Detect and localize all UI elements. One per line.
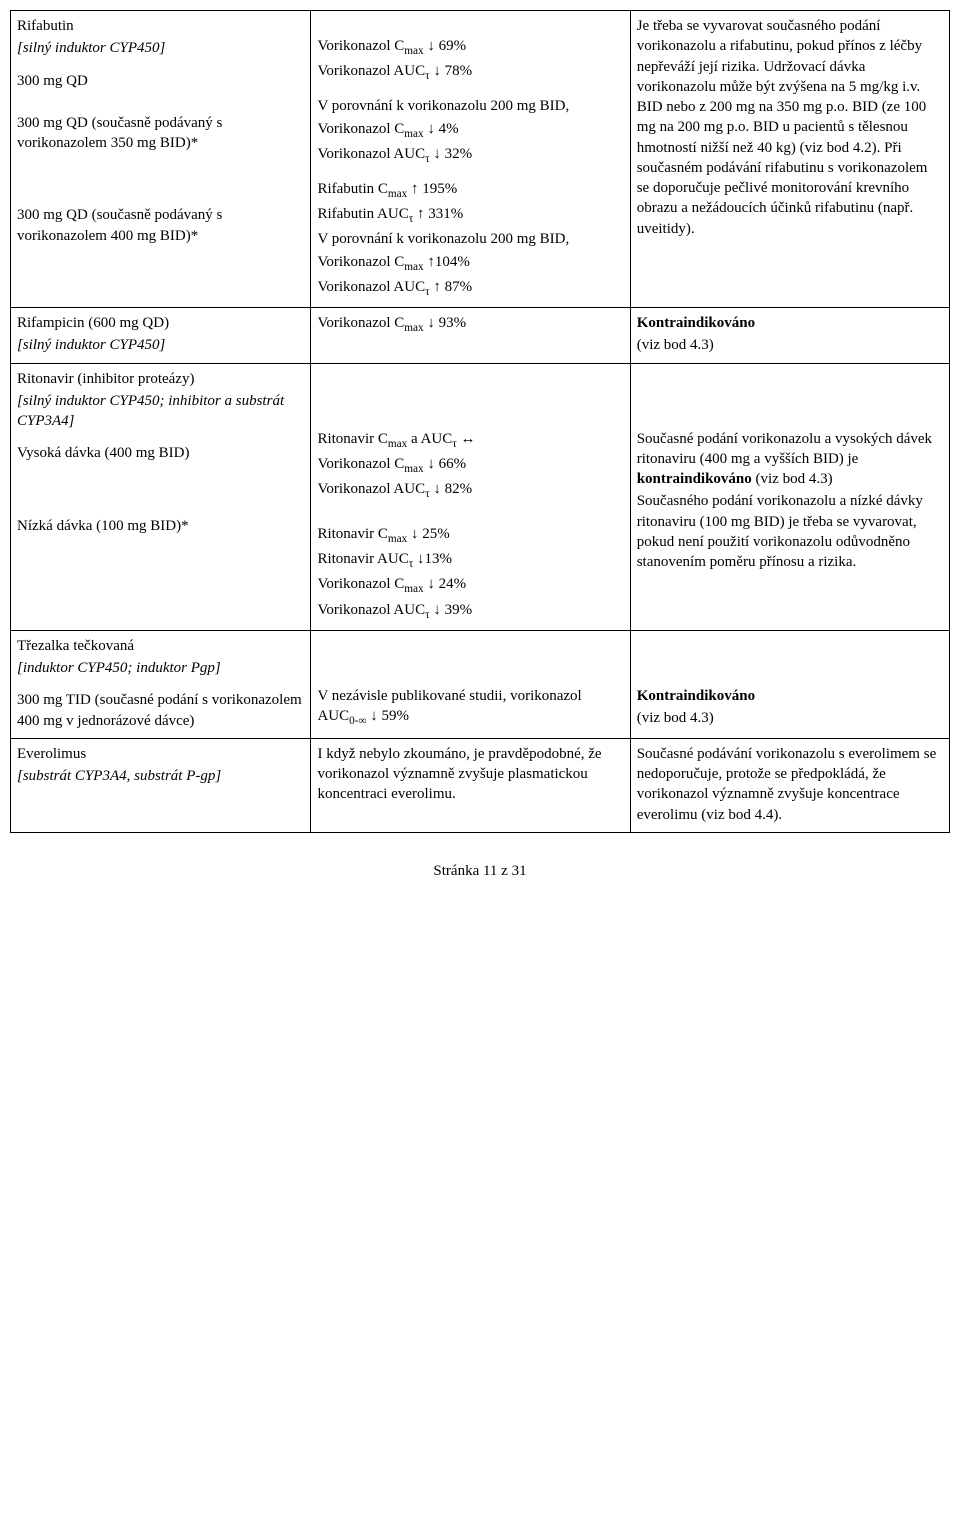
text: Rifabutin AUCτ ↑ 331% (317, 204, 623, 227)
text: Everolimus (17, 744, 304, 764)
text: Vorikonazol Cmax ↓ 66% (317, 454, 623, 477)
text: [substrát CYP3A4, substrát P-gp] (17, 766, 304, 786)
cell-drug: Ritonavir (inhibitor proteázy) [silný in… (11, 363, 311, 630)
table-row: Třezalka tečkovaná [induktor CYP450; ind… (11, 630, 950, 738)
cell-effect: I když nebylo zkoumáno, je pravděpodobné… (311, 738, 630, 832)
cell-effect: V nezávisle publikované studii, vorikona… (311, 630, 630, 738)
cell-effect: Ritonavir Cmax a AUCτ ↔ Vorikonazol Cmax… (311, 363, 630, 630)
table-row: Rifabutin [silný induktor CYP450] 300 mg… (11, 11, 950, 308)
text: Ritonavir Cmax a AUCτ ↔ (317, 429, 623, 452)
text: Vorikonazol AUCτ ↓ 78% (317, 61, 623, 84)
table-row: Everolimus [substrát CYP3A4, substrát P-… (11, 738, 950, 832)
cell-recommendation: Kontraindikováno (viz bod 4.3) (630, 630, 949, 738)
cell-recommendation: Současné podávání vorikonazolu s everoli… (630, 738, 949, 832)
cell-drug: Rifabutin [silný induktor CYP450] 300 mg… (11, 11, 311, 308)
text: [silný induktor CYP450] (17, 335, 304, 355)
text: Rifabutin (17, 16, 304, 36)
text: Ritonavir Cmax ↓ 25% (317, 524, 623, 547)
text: Kontraindikováno (637, 686, 943, 706)
text: Vorikonazol Cmax ↓ 24% (317, 574, 623, 597)
text: I když nebylo zkoumáno, je pravděpodobné… (317, 744, 623, 805)
text: 300 mg QD (17, 71, 304, 91)
page-footer: Stránka 11 z 31 (10, 863, 950, 880)
text: Vorikonazol AUCτ ↓ 39% (317, 600, 623, 623)
text: V porovnání k vorikonazolu 200 mg BID, (317, 96, 623, 116)
text: Rifabutin Cmax ↑ 195% (317, 179, 623, 202)
text: Rifampicin (600 mg QD) (17, 313, 304, 333)
text: (viz bod 4.3) (637, 335, 943, 355)
text: 300 mg TID (současné podání s vorikonazo… (17, 690, 304, 731)
cell-recommendation: Je třeba se vyvarovat současného podání … (630, 11, 949, 308)
text: Vorikonazol Cmax ↓ 69% (317, 36, 623, 59)
text: [silný induktor CYP450; inhibitor a subs… (17, 391, 304, 432)
cell-drug: Rifampicin (600 mg QD) [silný induktor C… (11, 308, 311, 364)
text: V nezávisle publikované studii, vorikona… (317, 686, 623, 729)
text: Současného podání vorikonazolu a nízké d… (637, 491, 943, 572)
text: Nízká dávka (100 mg BID)* (17, 516, 304, 536)
cell-effect: Vorikonazol Cmax ↓ 93% (311, 308, 630, 364)
text: Vorikonazol AUCτ ↓ 32% (317, 144, 623, 167)
drug-interaction-table: Rifabutin [silný induktor CYP450] 300 mg… (10, 10, 950, 833)
cell-drug: Třezalka tečkovaná [induktor CYP450; ind… (11, 630, 311, 738)
text: Současné podávání vorikonazolu s everoli… (637, 744, 943, 825)
text: Ritonavir AUCτ ↓13% (317, 549, 623, 572)
text: 300 mg QD (současně podávaný s vorikonaz… (17, 205, 304, 246)
cell-effect: Vorikonazol Cmax ↓ 69% Vorikonazol AUCτ … (311, 11, 630, 308)
cell-recommendation: Kontraindikováno (viz bod 4.3) (630, 308, 949, 364)
text: Třezalka tečkovaná (17, 636, 304, 656)
cell-drug: Everolimus [substrát CYP3A4, substrát P-… (11, 738, 311, 832)
text: Vorikonazol AUCτ ↓ 82% (317, 479, 623, 502)
text: Je třeba se vyvarovat současného podání … (637, 16, 943, 239)
cell-recommendation: Současné podání vorikonazolu a vysokých … (630, 363, 949, 630)
text: Vysoká dávka (400 mg BID) (17, 443, 304, 463)
text: Současné podání vorikonazolu a vysokých … (637, 429, 943, 490)
text: (viz bod 4.3) (637, 708, 943, 728)
text: Vorikonazol Cmax ↑104% (317, 252, 623, 275)
text: [silný induktor CYP450] (17, 38, 304, 58)
text: Vorikonazol Cmax ↓ 93% (317, 313, 623, 336)
text: Vorikonazol AUCτ ↑ 87% (317, 277, 623, 300)
text: Vorikonazol Cmax ↓ 4% (317, 119, 623, 142)
text: [induktor CYP450; induktor Pgp] (17, 658, 304, 678)
table-row: Rifampicin (600 mg QD) [silný induktor C… (11, 308, 950, 364)
table-row: Ritonavir (inhibitor proteázy) [silný in… (11, 363, 950, 630)
text: Ritonavir (inhibitor proteázy) (17, 369, 304, 389)
text: Kontraindikováno (637, 313, 943, 333)
text: V porovnání k vorikonazolu 200 mg BID, (317, 229, 623, 249)
text: 300 mg QD (současně podávaný s vorikonaz… (17, 113, 304, 154)
